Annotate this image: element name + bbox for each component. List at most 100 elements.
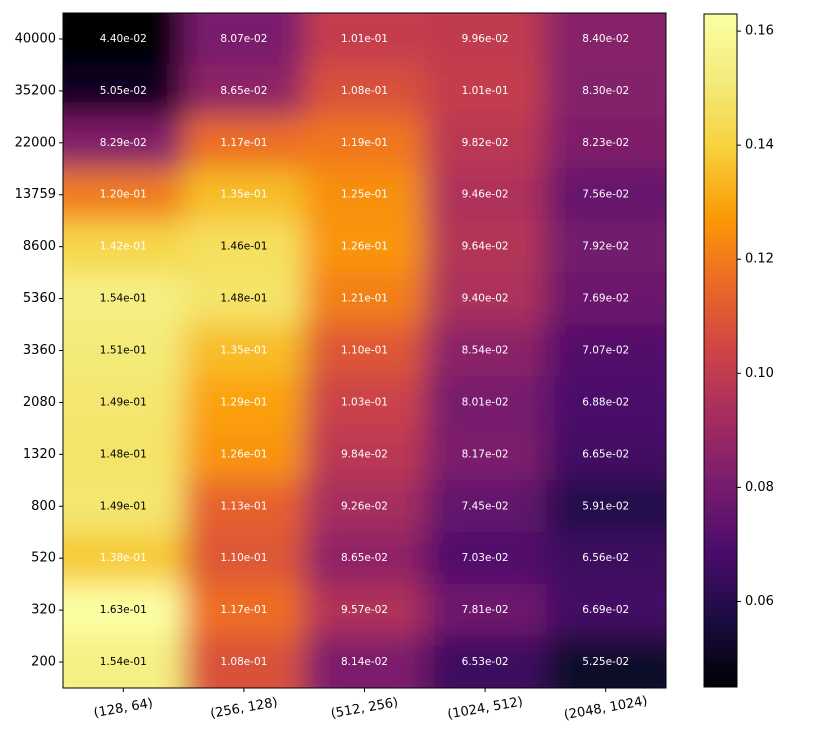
colorbar: 0.06 0.08 0.10 0.12 0.14 0.16 xyxy=(703,13,774,688)
colorbar-tick-label: 0.08 xyxy=(745,480,774,495)
heatmap-cell xyxy=(304,376,426,429)
heatmap-cell xyxy=(424,13,546,66)
cell-value-label: 8.65e-02 xyxy=(220,85,267,97)
x-tick-label: (2048, 1024) xyxy=(563,694,649,723)
x-tick-label: (128, 64) xyxy=(93,696,154,721)
heatmap-cell xyxy=(304,584,426,637)
heatmap-cell xyxy=(63,324,185,377)
y-tick-label: 5360 xyxy=(23,291,56,306)
cell-value-label: 9.46e-02 xyxy=(462,189,509,201)
colorbar-fill xyxy=(704,14,737,687)
heatmap-cell xyxy=(304,116,426,170)
cell-value-label: 1.48e-01 xyxy=(100,448,147,460)
colorbar-tick-label: 0.06 xyxy=(745,594,774,609)
cell-value-label: 1.26e-01 xyxy=(341,241,388,253)
cell-value-label: 1.38e-01 xyxy=(100,552,147,564)
cell-value-label: 6.88e-02 xyxy=(582,396,629,408)
heatmap-cell xyxy=(424,168,546,222)
cell-value-label: 1.20e-01 xyxy=(100,189,147,201)
cell-value-label: 8.54e-02 xyxy=(462,345,509,357)
heatmap-cell xyxy=(183,168,305,222)
cell-value-label: 8.14e-02 xyxy=(341,656,388,668)
heatmap-cell xyxy=(424,480,546,533)
heatmap-cell xyxy=(183,532,305,585)
cell-value-label: 8.29e-02 xyxy=(100,137,147,149)
heatmap-cell xyxy=(545,584,666,637)
cell-value-label: 1.54e-01 xyxy=(100,656,147,668)
cell-value-label: 1.01e-01 xyxy=(462,85,509,97)
cell-value-label: 1.25e-01 xyxy=(341,189,388,201)
cell-value-label: 7.07e-02 xyxy=(582,345,629,357)
heatmap-cell xyxy=(183,13,305,66)
y-tick-label: 3360 xyxy=(23,343,56,358)
cell-value-label: 6.65e-02 xyxy=(582,448,629,460)
cell-value-label: 1.42e-01 xyxy=(100,241,147,253)
heatmap-cell xyxy=(304,532,426,585)
heatmap-cell xyxy=(424,64,546,118)
heatmap-cell xyxy=(545,272,666,326)
cell-value-label: 7.03e-02 xyxy=(462,552,509,564)
heatmap-cell xyxy=(183,584,305,637)
cell-value-label: 5.25e-02 xyxy=(582,656,629,668)
heatmap-cell xyxy=(183,376,305,429)
heatmap-cell xyxy=(545,324,666,377)
y-tick-label: 2080 xyxy=(23,395,56,410)
heatmap-cell xyxy=(183,428,305,481)
cell-value-label: 1.51e-01 xyxy=(100,345,147,357)
heatmap-cell xyxy=(183,116,305,170)
cell-value-label: 1.03e-01 xyxy=(341,396,388,408)
heatmap-cell xyxy=(545,376,666,429)
heatmap-cell xyxy=(63,584,185,637)
cell-value-label: 1.35e-01 xyxy=(220,345,267,357)
colorbar-tick-label: 0.12 xyxy=(745,252,774,267)
cell-value-label: 4.40e-02 xyxy=(100,33,147,45)
cell-value-label: 8.07e-02 xyxy=(220,33,267,45)
heatmap-cell xyxy=(63,636,185,688)
heatmap-cell xyxy=(304,64,426,118)
cell-value-label: 1.21e-01 xyxy=(341,293,388,305)
heatmap-cell xyxy=(63,532,185,585)
y-axis: 40000 35200 22000 13759 8600 5360 3360 2080 1320… xyxy=(15,31,63,670)
cell-value-label: 1.49e-01 xyxy=(100,500,147,512)
heatmap-cell xyxy=(63,480,185,533)
colorbar-ticks: 0.06 0.08 0.10 0.12 0.14 0.16 xyxy=(737,24,774,609)
cell-value-label: 6.69e-02 xyxy=(582,604,629,616)
heatmap-plot-area: 4.40e-02 8.07e-02 1.01e-01 9.96e-02 8.40e-02… xyxy=(62,12,667,689)
heatmap-cell xyxy=(424,220,546,274)
y-tick-label: 1320 xyxy=(23,447,56,462)
heatmap-cell xyxy=(63,220,185,274)
heatmap-cell xyxy=(424,376,546,429)
y-tick-label: 520 xyxy=(31,551,56,566)
y-tick-label: 320 xyxy=(31,603,56,618)
cell-value-label: 9.40e-02 xyxy=(462,293,509,305)
heatmap-cell xyxy=(545,636,666,688)
cell-value-label: 1.17e-01 xyxy=(220,137,267,149)
heatmap-cell xyxy=(304,428,426,481)
heatmap-cell xyxy=(424,272,546,326)
heatmap-cell xyxy=(545,428,666,481)
cell-value-label: 6.56e-02 xyxy=(582,552,629,564)
x-tick-label: (512, 256) xyxy=(330,695,400,722)
heatmap-cell xyxy=(304,324,426,377)
cell-value-label: 1.17e-01 xyxy=(220,604,267,616)
cell-value-label: 1.10e-01 xyxy=(220,552,267,564)
heatmap-cell xyxy=(63,272,185,326)
heatmap-cell xyxy=(424,116,546,170)
colorbar-tick-label: 0.16 xyxy=(745,24,774,39)
heatmap-cell xyxy=(63,376,185,429)
cell-value-label: 8.17e-02 xyxy=(462,448,509,460)
cell-value-label: 1.08e-01 xyxy=(341,85,388,97)
heatmap-cell xyxy=(424,584,546,637)
cell-value-label: 1.19e-01 xyxy=(341,137,388,149)
heatmap-cell xyxy=(545,532,666,585)
cell-value-label: 7.56e-02 xyxy=(582,189,629,201)
heatmap-cell xyxy=(183,220,305,274)
cell-value-label: 8.23e-02 xyxy=(582,137,629,149)
cell-value-label: 1.35e-01 xyxy=(220,189,267,201)
cell-value-label: 9.84e-02 xyxy=(341,448,388,460)
cell-value-label: 1.26e-01 xyxy=(220,448,267,460)
y-tick-label: 200 xyxy=(31,655,56,670)
cell-value-label: 7.69e-02 xyxy=(582,293,629,305)
cell-value-label: 1.10e-01 xyxy=(341,345,388,357)
